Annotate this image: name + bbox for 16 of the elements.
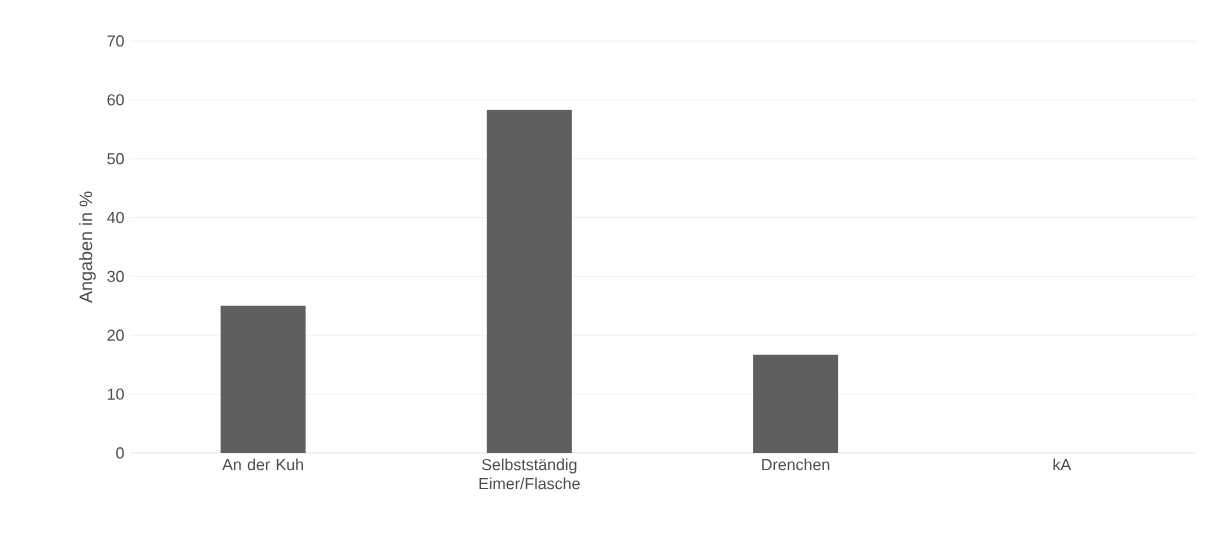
- x-tick-label: An der Kuh: [222, 458, 303, 471]
- bar: [220, 305, 306, 453]
- y-tick-label: 10: [107, 388, 124, 400]
- y-axis-title: Angaben in %: [79, 191, 96, 303]
- y-tick-label: 30: [107, 270, 124, 283]
- y-tick-label: 20: [107, 329, 124, 341]
- y-tick-label: 50: [107, 153, 124, 165]
- x-tick-label: Drenchen: [762, 458, 830, 471]
- y-tick-label: 60: [107, 94, 124, 106]
- y-tick-label: 40: [107, 211, 124, 224]
- y-tick-label: 0: [116, 447, 124, 459]
- x-tick-label: Selbstständig Eimer/Flasche: [479, 458, 580, 490]
- bar: [486, 109, 572, 453]
- y-tick-label: 70: [107, 35, 124, 47]
- x-tick-label: kA: [1053, 458, 1072, 471]
- bar: [753, 354, 839, 453]
